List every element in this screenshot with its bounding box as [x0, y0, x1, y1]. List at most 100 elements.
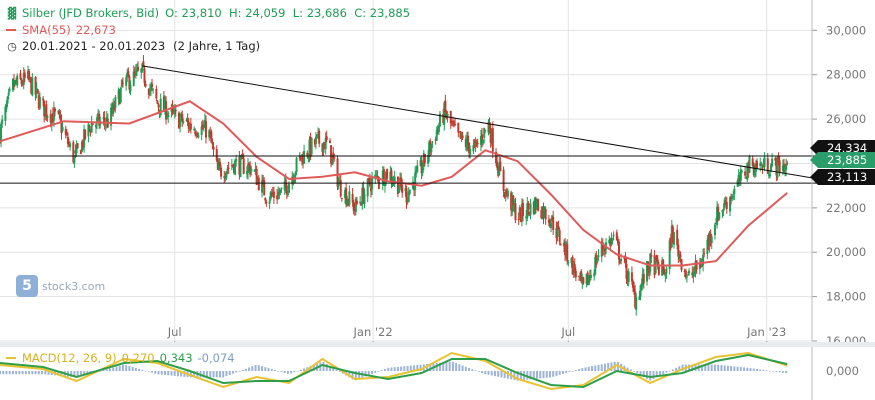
candle-body	[309, 137, 312, 156]
candle-body	[331, 155, 334, 166]
candle-body	[544, 208, 547, 220]
histogram-bar	[367, 371, 370, 376]
candle-body	[14, 80, 17, 85]
candle-body	[504, 189, 507, 196]
candle-body	[318, 130, 321, 144]
histogram-bar	[652, 371, 655, 379]
candle-body	[110, 107, 113, 126]
candle-body	[36, 89, 39, 93]
candle-body	[253, 170, 256, 172]
candle-body	[484, 129, 487, 131]
candle-body	[423, 154, 426, 164]
histogram-bar	[270, 369, 273, 371]
histogram-bar	[500, 371, 503, 378]
histogram-bar	[380, 370, 383, 371]
candle-body	[45, 104, 48, 117]
candle-body	[443, 102, 446, 125]
candle-body	[323, 142, 326, 150]
candle-body	[245, 171, 248, 175]
histogram-bar	[574, 370, 577, 371]
macd-tick-label: 0,000	[826, 364, 859, 378]
histogram-bar	[558, 371, 561, 375]
histogram-bar	[768, 370, 771, 372]
candle-body	[556, 226, 559, 237]
candle-body	[729, 197, 732, 212]
histogram-bar	[286, 371, 289, 374]
candle-body	[218, 162, 221, 167]
candle-body	[166, 116, 169, 118]
candle-body	[223, 176, 226, 178]
candle-body	[212, 146, 215, 150]
candle-body	[640, 283, 643, 287]
histogram-bar	[290, 371, 293, 374]
candle-body	[487, 121, 490, 133]
candle-body	[233, 164, 236, 173]
candle-body	[397, 188, 400, 193]
candle-body	[738, 177, 741, 182]
candle-body	[481, 134, 484, 142]
histogram-bar	[568, 371, 571, 372]
candle-body	[261, 180, 264, 193]
histogram-bar	[387, 367, 390, 371]
histogram-bar	[600, 364, 603, 371]
histogram-bar	[629, 369, 632, 371]
legend-instrument: ▓ Silber (JFD Brokers, Bid) O: 23,810 H:…	[6, 6, 410, 20]
histogram-bar	[154, 371, 157, 374]
histogram-bar	[519, 371, 522, 381]
candle-body	[88, 126, 91, 128]
candle-body	[582, 277, 585, 284]
candle-body	[670, 225, 673, 248]
histogram-bar	[86, 371, 89, 375]
candle-body	[354, 198, 357, 212]
candle-body	[127, 71, 130, 77]
histogram-bar	[678, 366, 681, 371]
histogram-bar	[11, 371, 14, 375]
histogram-bar	[2, 371, 5, 375]
candle-body	[698, 262, 701, 270]
histogram-bar	[99, 371, 102, 372]
histogram-bar	[5, 371, 8, 375]
candle-body	[105, 117, 108, 124]
histogram-bar	[772, 371, 775, 372]
histogram-bar	[128, 366, 131, 371]
candle-body	[89, 130, 92, 133]
macd-label: MACD(12, 26, 9)	[22, 351, 117, 365]
histogram-bar	[548, 371, 551, 378]
candle-body	[586, 272, 589, 286]
candle-body	[782, 164, 785, 172]
candle-body	[28, 71, 31, 80]
candle-body	[50, 114, 53, 126]
candle-body	[283, 181, 286, 191]
candle-body	[241, 154, 244, 159]
candle-body	[210, 131, 213, 143]
candle-body	[339, 180, 342, 197]
histogram-bar	[542, 371, 545, 379]
candle-body	[512, 195, 515, 206]
candle-body	[642, 273, 645, 284]
candle-body	[602, 248, 605, 251]
histogram-bar	[212, 371, 215, 378]
candle-body	[152, 88, 155, 90]
candle-body	[355, 200, 358, 204]
candle-body	[316, 134, 319, 137]
candle-body	[763, 157, 766, 168]
macd-value: 0,270	[121, 351, 155, 365]
histogram-bar	[134, 368, 137, 371]
candle-body	[519, 207, 522, 223]
candle-body	[69, 143, 72, 148]
x-tick-label: Jul	[560, 325, 575, 339]
candle-body	[16, 75, 19, 86]
candlesticks	[0, 54, 789, 316]
histogram-bar	[506, 371, 509, 379]
candle-body	[762, 165, 765, 168]
histogram-bar	[713, 364, 716, 371]
histogram-bar	[163, 371, 166, 375]
candle-body	[34, 76, 37, 95]
candle-body	[489, 129, 492, 143]
candle-body	[189, 123, 192, 130]
histogram-bar	[189, 371, 192, 378]
candle-body	[13, 80, 16, 87]
candle-body	[227, 167, 230, 169]
candle-body	[707, 238, 710, 245]
candle-body	[234, 160, 237, 175]
